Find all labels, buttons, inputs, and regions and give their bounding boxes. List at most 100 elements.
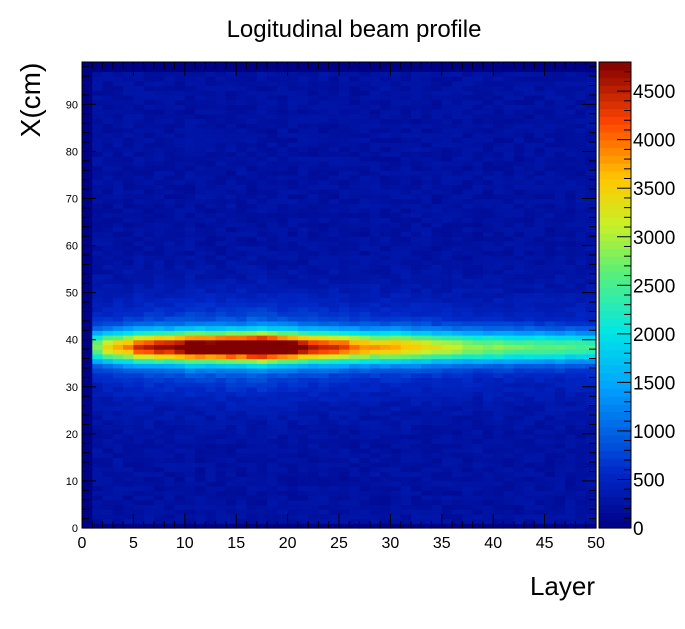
heatmap-cell bbox=[82, 349, 93, 355]
heatmap-cell bbox=[585, 509, 597, 515]
heatmap-cell bbox=[133, 137, 145, 143]
heatmap-cell bbox=[554, 222, 566, 228]
heatmap-cell bbox=[318, 76, 330, 82]
heatmap-cell bbox=[225, 273, 237, 280]
heatmap-cell bbox=[554, 377, 566, 383]
heatmap-cell bbox=[205, 433, 217, 440]
heatmap-cell bbox=[102, 287, 114, 294]
heatmap-cell bbox=[267, 222, 278, 228]
heatmap-cell bbox=[318, 62, 330, 68]
heatmap-cell bbox=[380, 443, 391, 449]
heatmap-cell bbox=[225, 349, 237, 355]
heatmap-cell bbox=[554, 151, 566, 157]
heatmap-cell bbox=[534, 382, 546, 388]
heatmap-cell bbox=[441, 240, 453, 247]
heatmap-cell bbox=[554, 490, 566, 496]
heatmap-cell bbox=[256, 264, 268, 270]
heatmap-cell bbox=[92, 499, 104, 506]
heatmap-cell bbox=[359, 71, 371, 77]
heatmap-cell bbox=[205, 382, 217, 388]
heatmap-cell bbox=[153, 146, 165, 153]
heatmap-cell bbox=[328, 254, 340, 261]
heatmap-cell bbox=[431, 245, 443, 251]
heatmap-cell bbox=[472, 231, 484, 237]
heatmap-cell bbox=[339, 217, 350, 223]
heatmap-cell bbox=[277, 198, 289, 204]
heatmap-cell bbox=[534, 363, 546, 369]
heatmap-cell bbox=[452, 189, 463, 195]
heatmap-cell bbox=[534, 132, 546, 138]
heatmap-cell bbox=[339, 66, 350, 73]
heatmap-cell bbox=[215, 297, 227, 303]
heatmap-cell bbox=[143, 76, 155, 82]
heatmap-cell bbox=[308, 466, 320, 473]
heatmap-cell bbox=[102, 377, 114, 383]
heatmap-cell bbox=[524, 433, 535, 440]
heatmap-cell bbox=[92, 485, 104, 491]
heatmap-cell bbox=[503, 410, 515, 416]
heatmap-cell bbox=[318, 297, 330, 303]
heatmap-cell bbox=[534, 142, 546, 148]
heatmap-cell bbox=[184, 287, 196, 294]
heatmap-cell bbox=[184, 302, 196, 308]
heatmap-cell bbox=[143, 504, 155, 510]
heatmap-cell bbox=[565, 391, 577, 397]
heatmap-cell bbox=[92, 269, 104, 275]
heatmap-cell bbox=[123, 207, 134, 214]
heatmap-cell bbox=[431, 240, 443, 247]
heatmap-cell bbox=[328, 269, 340, 275]
heatmap-cell bbox=[287, 513, 299, 520]
heatmap-cell bbox=[452, 372, 463, 378]
heatmap-cell bbox=[308, 250, 320, 256]
heatmap-cell bbox=[82, 306, 93, 313]
heatmap-cell bbox=[410, 457, 422, 463]
heatmap-cell bbox=[328, 339, 340, 346]
heatmap-cell bbox=[349, 504, 361, 510]
heatmap-cell bbox=[544, 151, 556, 157]
heatmap-cell bbox=[421, 118, 433, 124]
heatmap-cell bbox=[236, 490, 248, 496]
heatmap-cell bbox=[390, 452, 402, 458]
heatmap-cell bbox=[318, 400, 330, 407]
heatmap-cell bbox=[256, 367, 268, 374]
heatmap-cell bbox=[339, 306, 350, 313]
heatmap-cell bbox=[174, 94, 186, 101]
heatmap-cell bbox=[164, 254, 176, 261]
heatmap-cell bbox=[112, 193, 124, 200]
heatmap-cell bbox=[164, 457, 176, 463]
heatmap-cell bbox=[380, 410, 391, 416]
heatmap-cell bbox=[575, 518, 587, 524]
heatmap-cell bbox=[133, 170, 145, 176]
heatmap-cell bbox=[431, 85, 443, 91]
heatmap-cell bbox=[513, 320, 525, 327]
heatmap-cell bbox=[92, 99, 104, 105]
heatmap-cell bbox=[82, 386, 93, 393]
heatmap-cell bbox=[277, 269, 289, 275]
heatmap-cell bbox=[297, 372, 309, 378]
heatmap-cell bbox=[205, 76, 217, 82]
heatmap-cell bbox=[102, 179, 114, 185]
heatmap-cell bbox=[585, 217, 597, 223]
heatmap-cell bbox=[92, 245, 104, 251]
heatmap-cell bbox=[236, 466, 248, 473]
heatmap-cell bbox=[380, 76, 391, 82]
heatmap-cell bbox=[184, 254, 196, 261]
heatmap-cell bbox=[369, 165, 381, 171]
heatmap-cell bbox=[575, 109, 587, 115]
heatmap-cell bbox=[246, 316, 258, 322]
heatmap-cell bbox=[493, 240, 505, 247]
heatmap-cell bbox=[565, 325, 577, 331]
heatmap-cell bbox=[493, 66, 505, 73]
heatmap-cell bbox=[308, 236, 320, 242]
heatmap-cell bbox=[184, 127, 196, 134]
heatmap-cell bbox=[328, 104, 340, 110]
heatmap-cell bbox=[575, 203, 587, 209]
heatmap-cell bbox=[215, 179, 227, 185]
heatmap-cell bbox=[534, 94, 546, 101]
heatmap-cell bbox=[400, 476, 412, 482]
heatmap-cell bbox=[544, 170, 556, 176]
heatmap-cell bbox=[554, 118, 566, 124]
heatmap-cell bbox=[359, 104, 371, 110]
heatmap-cell bbox=[585, 264, 597, 270]
heatmap-cell bbox=[174, 480, 186, 487]
